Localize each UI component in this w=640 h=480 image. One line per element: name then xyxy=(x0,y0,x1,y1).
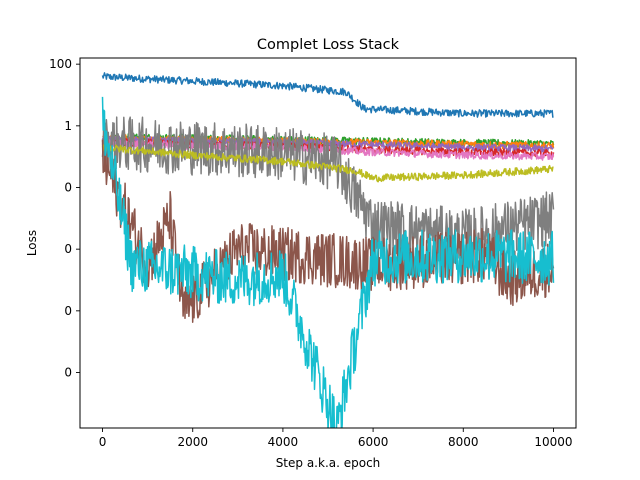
series-layer xyxy=(101,72,555,428)
y-axis-label: Loss xyxy=(25,230,39,256)
y-tick-label: 0 xyxy=(64,181,72,195)
x-tick-label: 6000 xyxy=(358,435,389,449)
x-tick-label: 0 xyxy=(99,435,107,449)
chart-title: Complet Loss Stack xyxy=(257,37,400,53)
x-tick-label: 10000 xyxy=(534,435,572,449)
series-line-0 xyxy=(101,72,554,118)
y-tick-label: 0 xyxy=(64,242,72,256)
plot-frame xyxy=(79,57,577,429)
series-line-6 xyxy=(101,116,555,264)
x-axis-label: Step a.k.a. epoch xyxy=(276,456,381,470)
y-tick-label: 0 xyxy=(64,304,72,318)
x-tick-label: 8000 xyxy=(448,435,479,449)
series-line-9 xyxy=(101,96,555,428)
y-tick-label: 100 xyxy=(49,57,72,71)
series-line-7 xyxy=(101,144,554,183)
x-axis: 0 2000 4000 6000 8000 10000 xyxy=(99,428,573,449)
x-tick-label: 4000 xyxy=(268,435,299,449)
y-tick-label: 1 xyxy=(64,119,72,133)
x-tick-label: 2000 xyxy=(177,435,208,449)
y-tick-label: 0 xyxy=(64,366,72,380)
